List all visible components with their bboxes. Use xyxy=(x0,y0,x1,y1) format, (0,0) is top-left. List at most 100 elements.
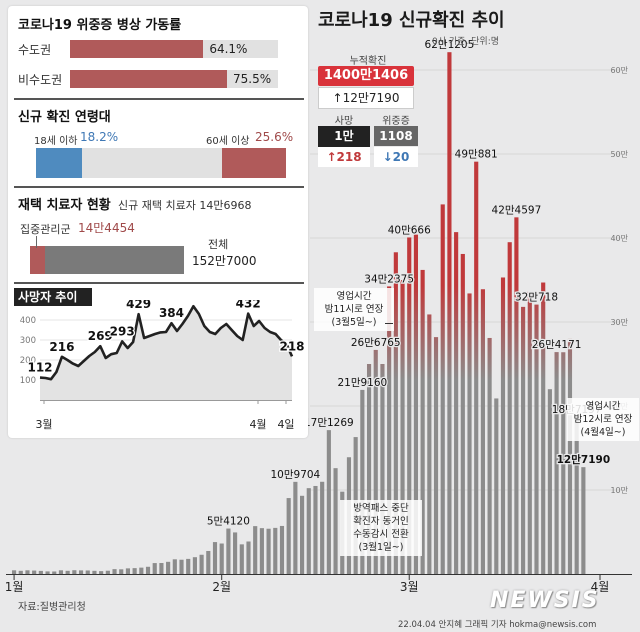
data-label: 26만4171 xyxy=(532,339,582,351)
bar xyxy=(92,570,97,574)
source-text: 자료:질병관리청 xyxy=(18,602,86,613)
age-old-label: 60세 이상 xyxy=(206,136,250,147)
cumulative-value: 1400만1406 xyxy=(318,66,414,86)
annotation-leader xyxy=(385,323,393,324)
deaths-line xyxy=(39,304,294,381)
bar xyxy=(581,467,586,574)
x-tick-label: 4월 xyxy=(249,418,266,431)
bar xyxy=(427,314,432,574)
home-intensive-value: 14만4454 xyxy=(78,221,135,235)
bar xyxy=(58,570,64,574)
data-label: 5만4120 xyxy=(207,516,250,528)
bar xyxy=(12,570,17,574)
beds-fill-0 xyxy=(70,40,204,58)
bar xyxy=(293,481,298,574)
bar xyxy=(132,568,137,574)
unit-note: 0시 기준, 단위:명 xyxy=(432,37,500,47)
data-label: 21만9160 xyxy=(337,377,387,389)
bar xyxy=(112,569,117,574)
bar xyxy=(18,570,23,574)
cumulative-change: ↑12만7190 xyxy=(318,87,414,109)
annotation-midnight-11: 영업시간 밤11시로 연장 (3월5일~) xyxy=(314,288,394,331)
x-tick-label: 3월 xyxy=(35,418,52,431)
y-tick-label: 300 xyxy=(20,336,36,346)
beds-title: 코로나19 위중증 병상 가동률 xyxy=(18,18,182,33)
beds-row-name-0: 수도권 xyxy=(18,43,52,57)
x-tick-label: 2월 xyxy=(212,580,231,594)
credit-text: 22.04.04 안지혜 그래픽 기자 hokma@newsis.com xyxy=(398,620,597,630)
age-title: 신규 확진 연령대 xyxy=(18,110,111,125)
bar xyxy=(433,337,439,574)
bar xyxy=(474,161,479,574)
bar xyxy=(25,570,30,574)
home-total-bar xyxy=(30,246,184,274)
bar xyxy=(219,543,224,574)
data-label: 10만9704 xyxy=(271,469,321,481)
bar xyxy=(574,416,579,574)
bar xyxy=(541,282,546,574)
bar xyxy=(52,571,57,574)
y-tick-label: 50만 xyxy=(610,150,628,159)
bar xyxy=(78,570,84,574)
bar xyxy=(380,364,385,574)
bar xyxy=(273,527,278,574)
divider xyxy=(14,282,304,284)
annotation-midnight-12: 영업시간 밤12시로 연장 (4월4일~) xyxy=(567,398,639,441)
home-total-label: 전체 xyxy=(208,238,229,251)
critical-change: ↓20 xyxy=(374,147,418,167)
chart-title: 코로나19 신규확진 추이 xyxy=(318,10,505,31)
bar xyxy=(313,485,318,574)
death-data-label: 112 xyxy=(27,361,52,375)
bar xyxy=(487,337,492,574)
bar xyxy=(447,52,452,574)
y-tick-label: 30만 xyxy=(610,318,628,327)
bar xyxy=(366,364,372,574)
cumulative-label: 누적확진 xyxy=(349,56,387,67)
deaths-area xyxy=(40,306,292,400)
bar xyxy=(125,568,131,574)
divider xyxy=(14,186,304,188)
critical-label: 위중증 xyxy=(382,116,410,127)
bar xyxy=(192,557,197,574)
deaths-change: ↑218 xyxy=(318,147,370,167)
data-label: 42만4597 xyxy=(492,204,542,216)
bar xyxy=(32,570,37,574)
bar xyxy=(460,253,465,574)
death-data-label: 429 xyxy=(126,300,151,311)
bar xyxy=(393,252,398,574)
deaths-chart-title: 사망자 추이 xyxy=(14,288,92,306)
bar xyxy=(527,291,532,574)
bar xyxy=(199,554,204,574)
bar xyxy=(407,237,412,574)
bar xyxy=(152,563,157,574)
data-label: 17만1269 xyxy=(304,417,354,429)
beds-row-name-1: 비수도권 xyxy=(18,73,63,87)
age-old-fill xyxy=(222,148,286,178)
bar xyxy=(326,430,331,574)
bar xyxy=(179,559,184,574)
bar xyxy=(333,468,338,574)
critical-value: 1108 xyxy=(374,126,418,146)
bar xyxy=(119,569,124,574)
death-data-label: 293 xyxy=(110,324,135,338)
bar xyxy=(534,304,539,574)
data-label: 26만6765 xyxy=(351,337,401,349)
x-tick-label: 1월 xyxy=(5,580,24,594)
beds-value-0: 64.1% xyxy=(209,42,248,56)
data-label: 32만718 xyxy=(515,292,558,304)
bar xyxy=(206,550,211,574)
bar xyxy=(72,570,77,574)
bar xyxy=(38,570,43,574)
bar xyxy=(226,528,231,574)
bar xyxy=(320,481,325,574)
bar xyxy=(561,352,566,574)
bar xyxy=(45,571,50,574)
newsis-logo: NEWSIS xyxy=(490,588,600,613)
data-label: 49만881 xyxy=(455,149,498,161)
x-tick-label: 4일 xyxy=(277,417,294,431)
bar xyxy=(420,269,425,574)
bar xyxy=(480,289,485,574)
bar xyxy=(360,389,365,574)
home-subtitle: 신규 재택 치료자 14만6968 xyxy=(118,199,252,212)
